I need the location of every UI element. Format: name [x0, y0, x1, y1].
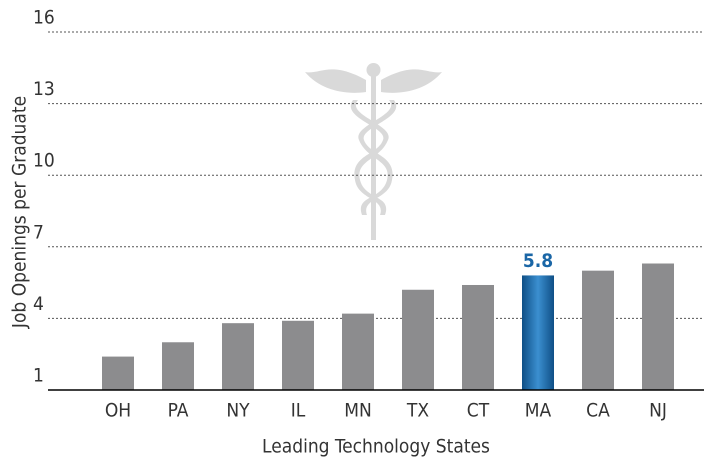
y-axis-title: Job Openings per Graduate [9, 96, 31, 329]
y-tick-label: 1 [33, 365, 44, 387]
y-tick-label: 13 [33, 78, 55, 100]
bar [402, 289, 434, 390]
bar [342, 313, 374, 390]
bar [282, 320, 314, 390]
plot-area: 1 4 7 10 13 16 OH PA NY IL MN TX CT MA 5.8 CA NJ [33, 7, 704, 422]
x-tick-label: MA [525, 400, 552, 422]
bar [462, 284, 494, 390]
caduceus-icon [305, 63, 442, 240]
x-tick-label: TX [406, 400, 429, 422]
x-tick-label: PA [168, 400, 189, 422]
x-tick-label: IL [291, 400, 306, 422]
x-tick-label: NY [226, 400, 250, 422]
x-axis-title: Leading Technology States [262, 436, 490, 458]
bar [522, 275, 554, 390]
x-tick-label: CA [586, 400, 610, 422]
bar [102, 356, 134, 390]
x-tick-label: OH [105, 400, 131, 422]
bar [642, 263, 674, 390]
bar [582, 270, 614, 390]
y-tick-label: 10 [33, 150, 55, 172]
x-tick-label: NJ [649, 400, 667, 422]
y-tick-label: 4 [33, 293, 44, 315]
bar [162, 342, 194, 390]
data-label: 5.8 [523, 250, 553, 272]
x-tick-label: MN [344, 400, 372, 422]
bar [222, 323, 254, 390]
x-tick-label: CT [467, 400, 490, 422]
y-tick-label: 7 [33, 221, 44, 243]
y-tick-label: 16 [33, 7, 55, 29]
